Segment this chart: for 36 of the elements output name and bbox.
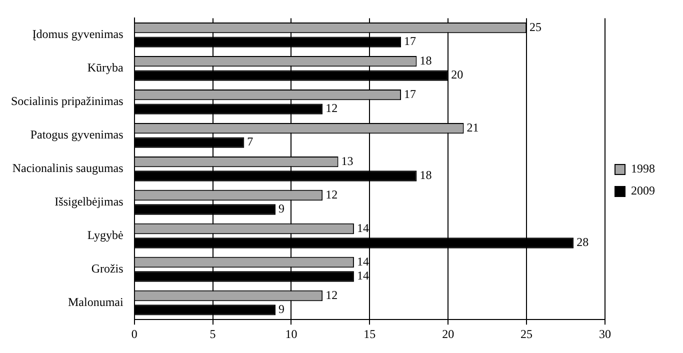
data-label: 14 (356, 268, 369, 283)
data-label: 25 (530, 20, 542, 34)
x-tick-label: 20 (442, 326, 454, 341)
data-label: 18 (420, 168, 432, 182)
y-tick-label: Grožis (91, 262, 124, 276)
data-label: 21 (466, 120, 479, 134)
legend-label: 1998 (631, 162, 655, 176)
data-label: 14 (356, 220, 369, 235)
y-tick-label: Socialinis pripažinimas (11, 94, 124, 108)
data-label: 7 (247, 134, 254, 149)
data-label: 14 (356, 254, 369, 268)
data-label: 28 (576, 235, 589, 250)
data-label: 17 (404, 86, 416, 101)
y-tick-label: Nacionalinis saugumas (12, 161, 124, 176)
legend-label: 2009 (631, 184, 655, 198)
x-tick-label: 15 (364, 326, 376, 341)
y-tick-label: Lygybė (87, 228, 124, 242)
data-label: 9 (278, 202, 285, 216)
x-tick-label: 0 (131, 326, 138, 341)
y-tick-label: Išsigelbėjimas (54, 194, 124, 209)
data-label: 18 (420, 53, 432, 68)
data-label: 12 (326, 288, 338, 302)
x-tick-label: 25 (520, 326, 533, 341)
y-tick-label: Patogus gyvenimas (30, 128, 124, 142)
data-label: 17 (404, 34, 416, 48)
data-label: 9 (278, 302, 285, 316)
y-tick-label: Kūryba (87, 60, 124, 75)
x-tick-label: 10 (285, 326, 298, 341)
y-tick-label: Malonumai (68, 295, 124, 310)
data-label: 12 (326, 187, 338, 202)
data-label: 12 (326, 101, 338, 116)
data-label: 13 (341, 154, 354, 168)
x-tick-label: 30 (599, 326, 611, 341)
x-tick-label: 5 (210, 326, 216, 341)
y-tick-label: Įdomus gyvenimas (32, 27, 124, 42)
data-label: 20 (451, 68, 464, 82)
